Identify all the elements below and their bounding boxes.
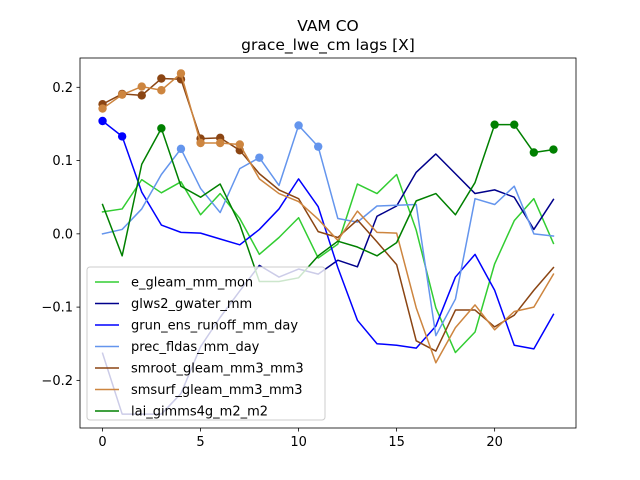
series-layer bbox=[98, 69, 558, 415]
data-point bbox=[294, 121, 303, 130]
y-tick-label: −0.1 bbox=[41, 301, 73, 316]
legend-item-prec_fldas_mm_day: prec_fldas_mm_day bbox=[95, 340, 260, 355]
data-point bbox=[176, 69, 186, 78]
legend-label: smroot_gleam_mm3_mm3 bbox=[131, 362, 304, 377]
legend-item-lai_gimms4g_m2_m2: lai_gimms4g_m2_m2 bbox=[95, 405, 268, 420]
legend-item-e_gleam_mm_mon: e_gleam_mm_mon bbox=[95, 276, 253, 291]
series-line bbox=[101, 72, 555, 364]
y-tick-label: 0.2 bbox=[52, 81, 73, 96]
y-tick-label: −0.2 bbox=[41, 374, 73, 389]
data-point bbox=[235, 140, 244, 149]
chart-title: VAM CO bbox=[297, 17, 359, 35]
legend-label: e_gleam_mm_mon bbox=[131, 276, 253, 291]
data-point bbox=[157, 86, 166, 95]
legend-label: glws2_gwater_mm bbox=[131, 297, 252, 312]
plot-frame bbox=[79, 57, 577, 429]
data-point bbox=[157, 124, 166, 133]
x-tick-label: 5 bbox=[196, 435, 204, 450]
series-smsurf_gleam_mm3_mm3 bbox=[98, 69, 555, 364]
x-tick-label: 10 bbox=[290, 435, 307, 450]
data-point bbox=[176, 144, 186, 154]
series-lai_gimms4g_m2_m2 bbox=[101, 120, 558, 283]
data-point bbox=[215, 138, 225, 148]
legend-label: prec_fldas_mm_day bbox=[131, 340, 260, 355]
chart-subtitle: grace_lwe_cm lags [X] bbox=[241, 36, 415, 55]
legend-box bbox=[86, 266, 326, 421]
data-point bbox=[549, 145, 558, 154]
legend-item-grun_ens_runoff_mm_day: grun_ens_runoff_mm_day bbox=[95, 319, 298, 334]
legend: e_gleam_mm_mon glws2_gwater_mm grun_ens_ru… bbox=[86, 266, 326, 421]
series-prec_fldas_mm_day bbox=[101, 121, 555, 337]
data-point bbox=[137, 91, 146, 100]
series-line bbox=[101, 124, 555, 337]
x-tick-label: 0 bbox=[98, 435, 106, 450]
data-point bbox=[490, 120, 499, 129]
legend-item-glws2_gwater_mm: glws2_gwater_mm bbox=[95, 297, 252, 312]
series-line bbox=[101, 119, 555, 350]
legend-label: smsurf_gleam_mm3_mm3 bbox=[131, 383, 303, 398]
series-grun_ens_runoff_mm_day bbox=[98, 116, 555, 350]
y-tick-label: 0.1 bbox=[52, 154, 73, 169]
series-line bbox=[101, 173, 555, 354]
legend-item-smsurf_gleam_mm3_mm3: smsurf_gleam_mm3_mm3 bbox=[95, 383, 303, 398]
legend-label: lai_gimms4g_m2_m2 bbox=[131, 405, 268, 420]
x-tick-label: 15 bbox=[388, 435, 405, 450]
data-point bbox=[529, 148, 539, 157]
data-point bbox=[117, 90, 127, 99]
axes: 0 5 10 15 20 −0.2 −0.1 0.0 0.1 0.2 bbox=[41, 57, 577, 450]
legend-label: grun_ens_runoff_mm_day bbox=[131, 319, 298, 334]
data-point bbox=[98, 116, 107, 126]
data-point bbox=[157, 74, 166, 83]
y-tick-label: 0.0 bbox=[52, 227, 73, 242]
x-tick-label: 20 bbox=[486, 435, 503, 450]
data-point bbox=[117, 132, 127, 141]
data-point bbox=[314, 142, 323, 151]
series-line bbox=[101, 123, 555, 283]
legend-item-smroot_gleam_mm3_mm3: smroot_gleam_mm3_mm3 bbox=[95, 362, 304, 377]
data-point bbox=[98, 104, 107, 113]
data-point bbox=[255, 153, 264, 162]
data-point bbox=[137, 82, 146, 91]
data-point bbox=[510, 120, 519, 129]
series-e_gleam_mm_mon bbox=[101, 173, 555, 354]
data-point bbox=[196, 138, 205, 148]
